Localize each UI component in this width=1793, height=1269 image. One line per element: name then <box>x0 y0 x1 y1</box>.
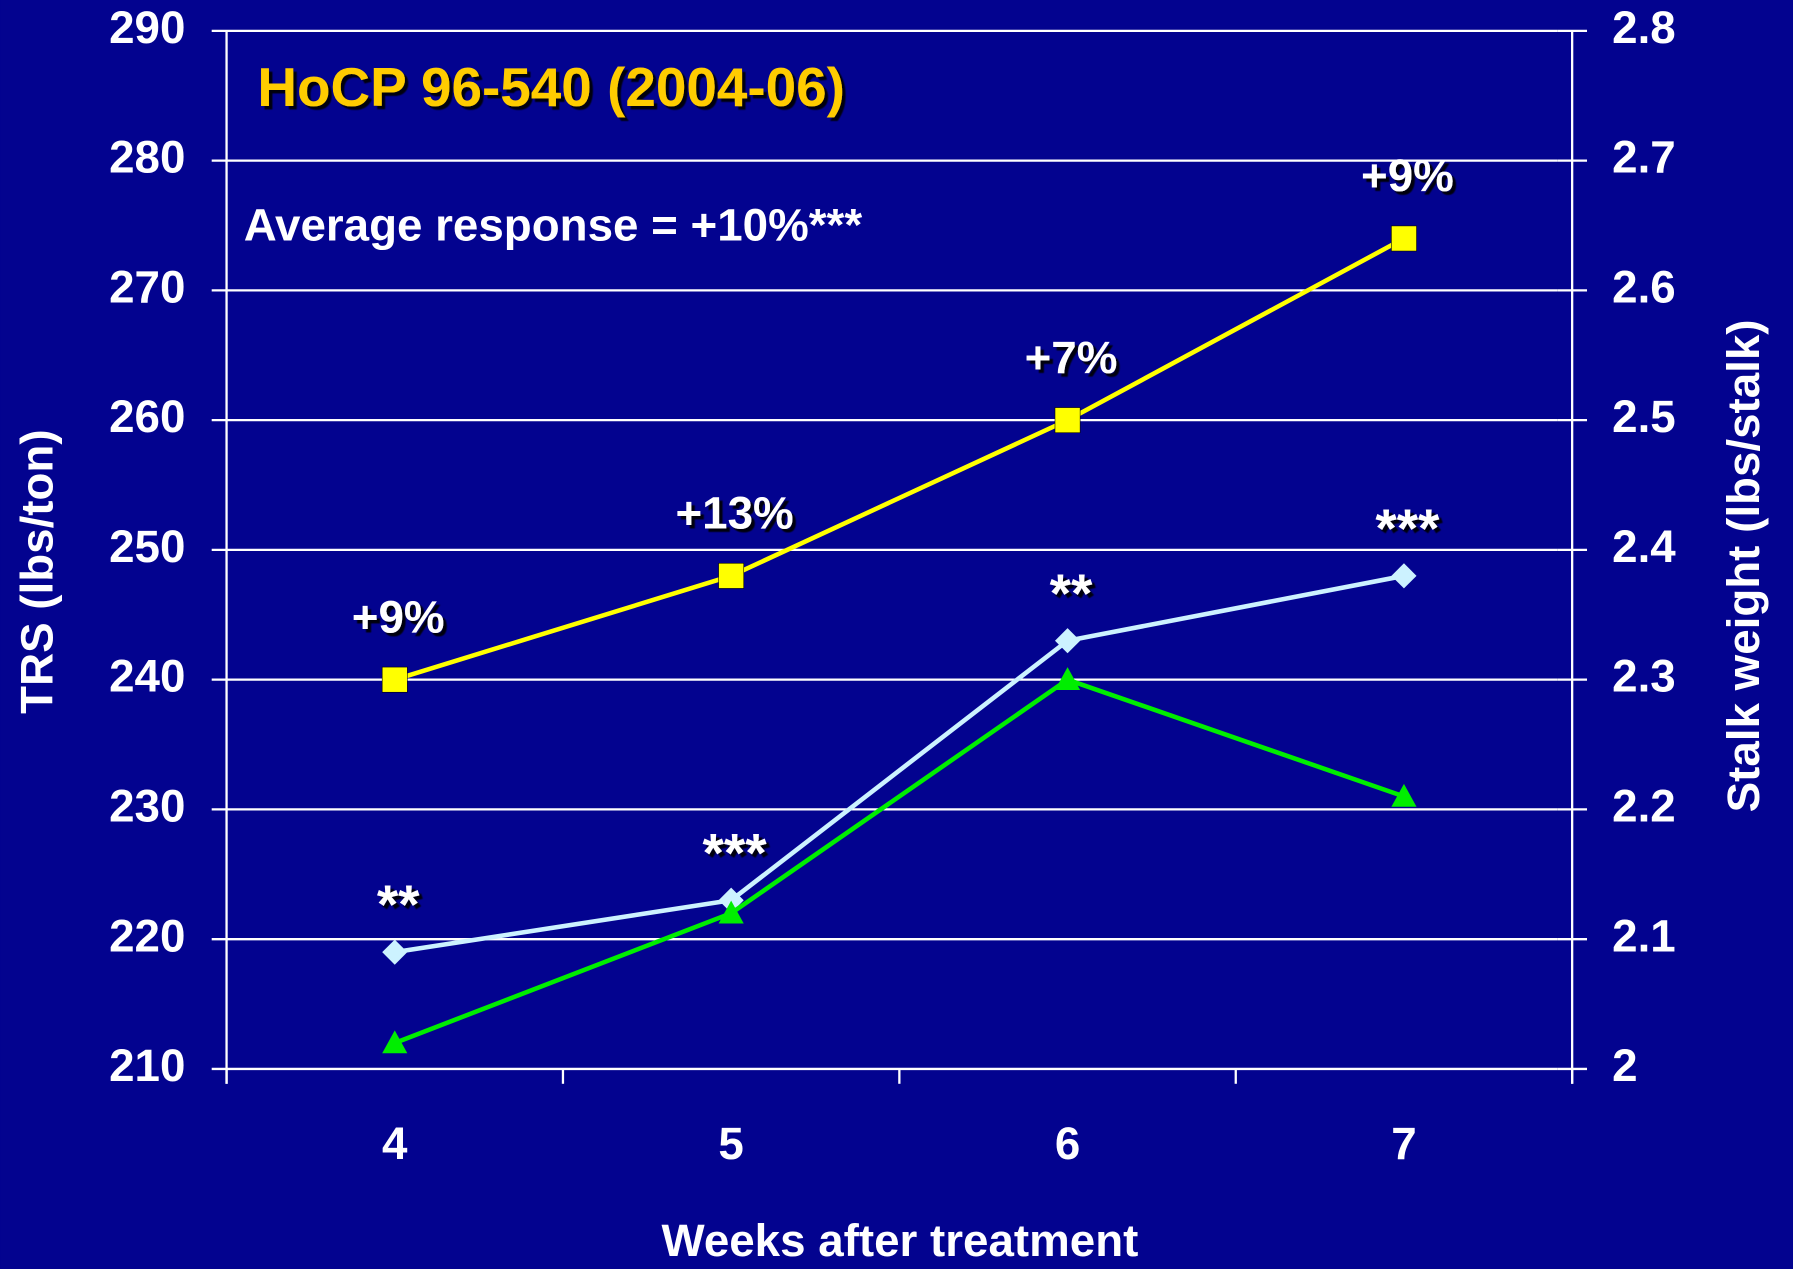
y2-tick-label: 2.5 <box>1612 391 1676 442</box>
marker <box>1054 628 1081 654</box>
marker <box>1054 667 1081 690</box>
point-label: ** <box>1050 562 1093 624</box>
y2-tick-label: 2.2 <box>1612 780 1676 831</box>
marker <box>718 562 745 589</box>
y2-tick-label: 2.8 <box>1612 2 1676 53</box>
x-tick-label: 5 <box>718 1118 743 1169</box>
x-tick-label: 4 <box>382 1118 408 1169</box>
y2-tick-label: 2 <box>1612 1040 1637 1091</box>
y-tick-label: 220 <box>109 910 185 961</box>
x-tick-label: 6 <box>1055 1118 1080 1169</box>
y-axis-label: TRS (lbs/ton) <box>11 429 62 713</box>
marker <box>1391 783 1417 807</box>
y2-tick-label: 2.3 <box>1612 651 1676 702</box>
point-label: *** <box>703 821 768 883</box>
point-label: +7% <box>1025 332 1118 383</box>
marker <box>718 900 744 924</box>
marker <box>1391 563 1417 589</box>
y-tick-label: 260 <box>109 391 185 442</box>
point-label: +9% <box>352 591 445 642</box>
y-tick-label: 240 <box>109 651 185 702</box>
marker <box>381 666 408 693</box>
marker <box>1391 225 1417 252</box>
marker <box>1054 407 1081 434</box>
series-line <box>393 677 1405 1046</box>
point-label: +13% <box>675 487 793 538</box>
y2-tick-label: 2.1 <box>1612 910 1676 961</box>
series-line <box>394 236 1406 682</box>
x-axis-label: Weeks after treatment <box>662 1215 1139 1266</box>
annotation: Average response = +10%*** <box>244 200 863 251</box>
chart-title: HoCP 96-540 (2004-06) <box>257 56 845 118</box>
y-tick-label: 290 <box>109 2 185 53</box>
series-line <box>394 573 1405 955</box>
point-label: +9% <box>1361 150 1454 201</box>
y2-tick-label: 2.7 <box>1612 132 1676 183</box>
y-tick-label: 230 <box>109 780 185 831</box>
marker <box>382 939 408 965</box>
y-tick-label: 250 <box>109 521 185 572</box>
y2-tick-label: 2.6 <box>1612 261 1676 312</box>
y2-axis-label: Stalk weight (lbs/stalk) <box>1718 319 1769 812</box>
y-tick-label: 280 <box>109 132 185 183</box>
y-tick-label: 210 <box>109 1040 185 1091</box>
marker <box>382 1030 408 1054</box>
y-tick-label: 270 <box>109 261 185 312</box>
x-tick-label: 7 <box>1391 1118 1416 1169</box>
point-label: *** <box>1375 497 1440 559</box>
point-label: ** <box>377 873 420 935</box>
y2-tick-label: 2.4 <box>1612 521 1676 572</box>
